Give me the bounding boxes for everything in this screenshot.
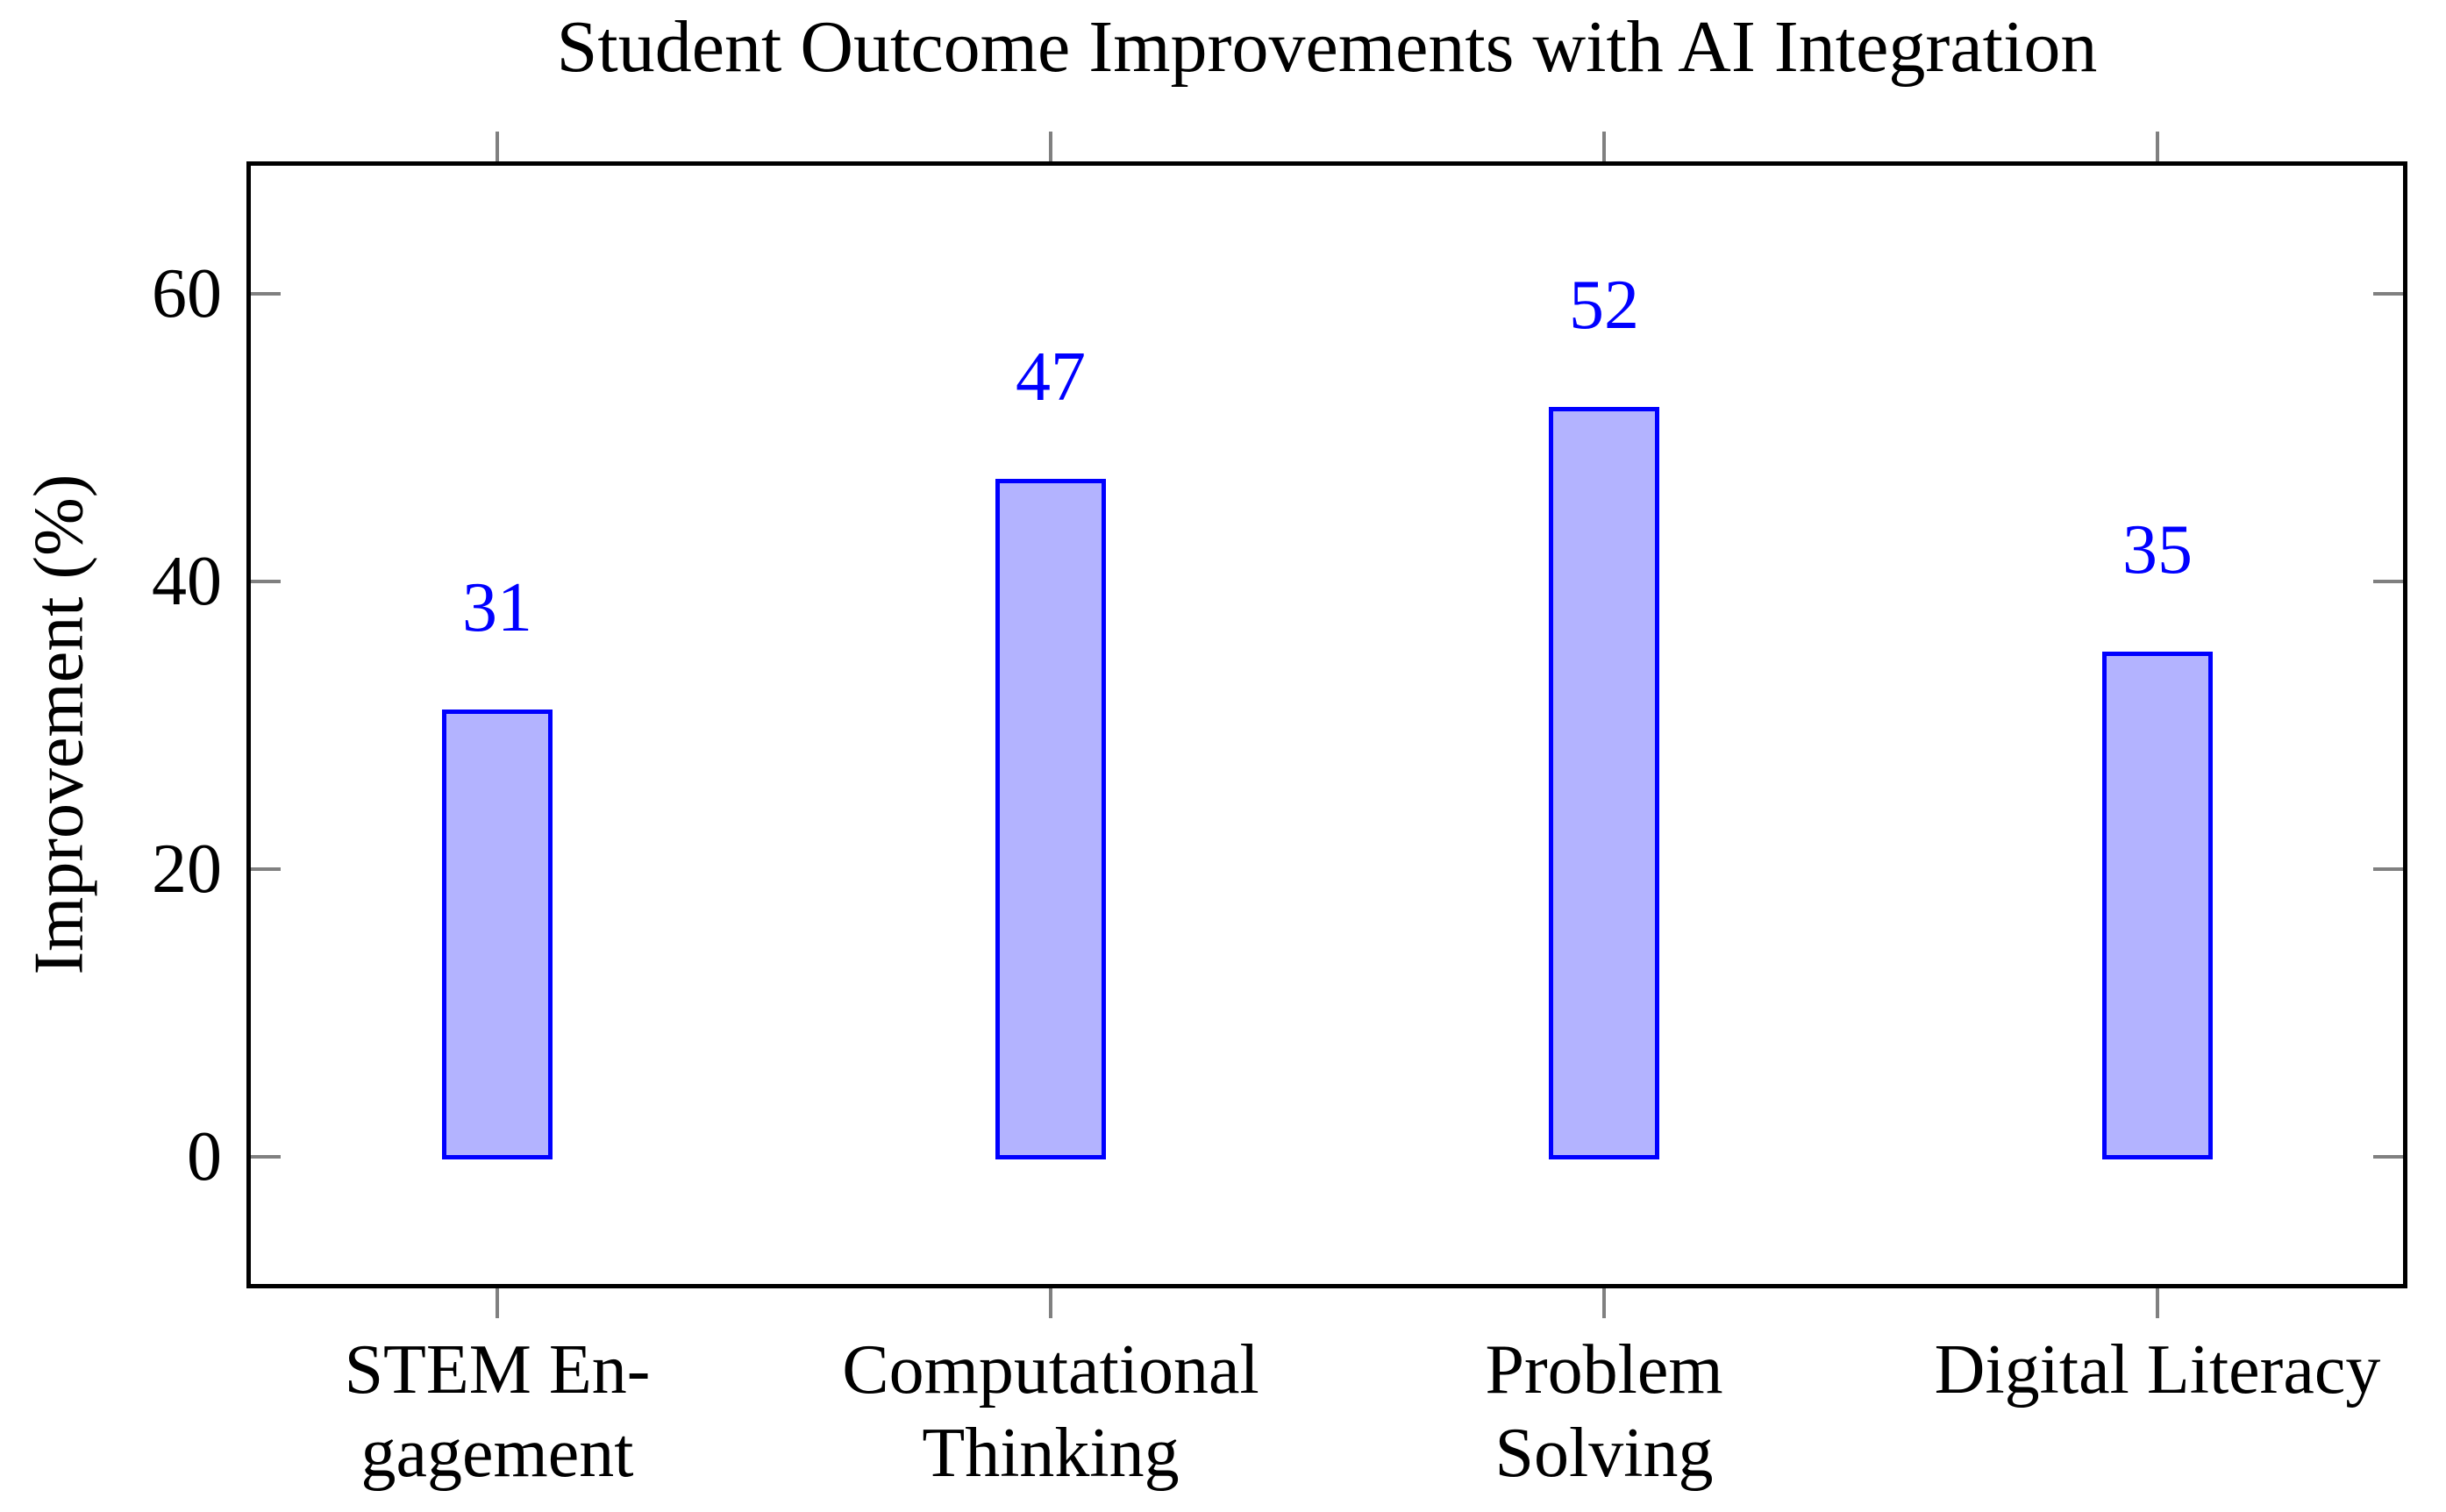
y-tick-mark-left <box>251 292 281 296</box>
x-tick-mark-top <box>496 132 499 161</box>
x-tick-mark-bottom <box>1602 1288 1606 1318</box>
x-tick-mark-bottom <box>2156 1288 2159 1318</box>
bar <box>2102 652 2213 1159</box>
x-tick-mark-top <box>2156 132 2159 161</box>
category-label-line: gagement <box>360 1415 634 1492</box>
y-tick-label: 20 <box>152 831 222 908</box>
x-tick-mark-top <box>1602 132 1606 161</box>
chart-title: Student Outcome Improvements with AI Int… <box>556 6 2098 88</box>
bar-value-label: 35 <box>2122 511 2193 588</box>
category-label: Computational Thinking <box>842 1329 1259 1495</box>
y-tick-mark-right <box>2373 580 2403 583</box>
y-tick-mark-right <box>2373 867 2403 871</box>
category-label-line: Problem <box>1485 1331 1723 1409</box>
bar-value-label: 47 <box>1016 339 1086 417</box>
plot-area <box>246 161 2407 1288</box>
bar-value-label: 52 <box>1569 267 1639 345</box>
category-label-line: Thinking <box>922 1415 1180 1492</box>
y-tick-label: 0 <box>187 1118 222 1195</box>
category-label-line: Computational <box>842 1331 1259 1409</box>
y-tick-mark-left <box>251 867 281 871</box>
y-tick-mark-right <box>2373 292 2403 296</box>
x-tick-mark-top <box>1049 132 1052 161</box>
y-tick-mark-left <box>251 1155 281 1159</box>
category-label-line: Digital Literacy <box>1934 1331 2381 1409</box>
y-tick-label: 60 <box>152 255 222 332</box>
category-label-line: Solving <box>1494 1415 1714 1492</box>
bar <box>442 709 553 1159</box>
x-tick-mark-bottom <box>1049 1288 1052 1318</box>
y-tick-mark-left <box>251 580 281 583</box>
y-axis-label: Improvement (%) <box>20 474 98 975</box>
bar <box>1549 407 1659 1159</box>
category-label-line: STEM En- <box>344 1331 651 1409</box>
y-tick-mark-right <box>2373 1155 2403 1159</box>
bar <box>995 479 1106 1159</box>
category-label: Problem Solving <box>1485 1329 1722 1495</box>
y-tick-label: 40 <box>152 543 222 620</box>
category-label: STEM En-gagement <box>345 1329 651 1495</box>
category-label: Digital Literacy <box>1935 1329 2381 1412</box>
x-tick-mark-bottom <box>496 1288 499 1318</box>
bar-value-label: 31 <box>462 568 532 646</box>
